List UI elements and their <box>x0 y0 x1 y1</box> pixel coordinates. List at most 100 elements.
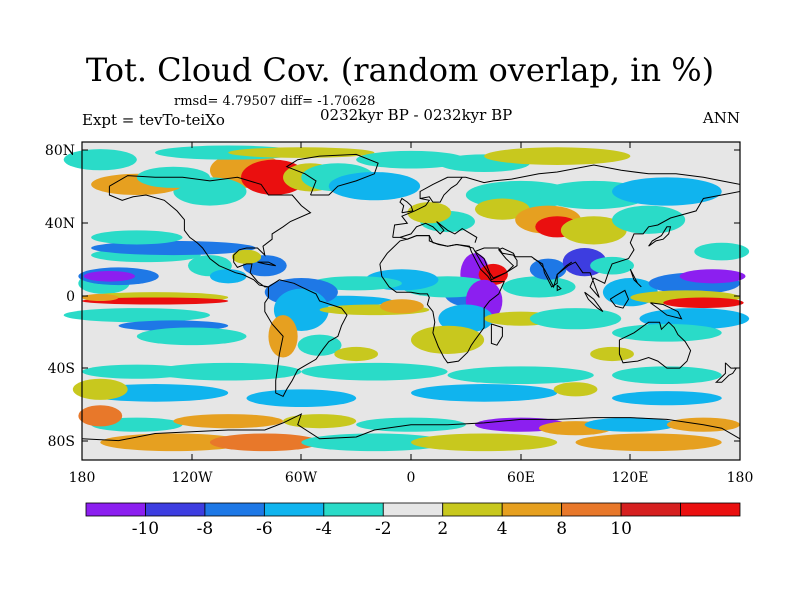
anomaly-patch <box>231 249 262 264</box>
anomaly-patch <box>679 269 746 284</box>
colorbar-box <box>620 502 681 517</box>
coastline <box>609 289 630 309</box>
anomaly-patch <box>246 389 357 407</box>
coastline <box>714 362 738 383</box>
colorbar-box <box>145 502 206 517</box>
colorbar-label: 10 <box>610 519 632 539</box>
anomaly-patch <box>100 433 247 452</box>
anomaly-patch <box>447 366 594 385</box>
colorbar-box <box>323 502 384 517</box>
colorbar-label: -2 <box>375 519 392 539</box>
anomaly-patch <box>575 433 722 452</box>
colorbar-label: 2 <box>437 519 448 539</box>
colorbar-labels: -10 -8 -6 -4 -2 2 4 8 10 <box>132 519 632 539</box>
coastline <box>629 268 642 288</box>
anomaly-patch <box>173 414 284 429</box>
anomaly-patch <box>438 304 494 333</box>
lon-tick-label: 0 <box>407 470 416 486</box>
anomaly-patch <box>379 299 424 314</box>
anomaly-patch <box>91 230 183 245</box>
coastline <box>648 226 672 247</box>
lon-tick-label: 180 <box>727 470 754 486</box>
anomaly-patch <box>91 240 256 256</box>
colorbar-box <box>680 502 741 517</box>
lat-axis <box>82 149 740 442</box>
lon-axis <box>81 142 741 460</box>
colorbar-label: 8 <box>556 519 567 539</box>
colorbar-boxes <box>85 502 741 517</box>
colorbar-box <box>442 502 503 517</box>
anomaly-patch <box>590 256 634 275</box>
lon-tick-label: 120E <box>612 470 649 486</box>
colorbar-label: -4 <box>316 519 333 539</box>
anomaly-patch <box>411 384 558 402</box>
anomaly-patch <box>78 405 123 427</box>
anomaly-patch <box>553 382 598 397</box>
coastline <box>420 176 463 203</box>
anomaly-patch <box>297 334 342 356</box>
anomaly-patch <box>209 433 320 452</box>
anomaly-patch <box>694 242 750 261</box>
anomaly-patch <box>612 366 722 385</box>
coastlines <box>81 153 741 442</box>
anomaly-patch <box>136 327 247 346</box>
anomaly-patch <box>612 391 722 406</box>
coastline <box>474 247 518 279</box>
anomaly-patch <box>83 270 136 282</box>
anomaly-patch <box>663 297 744 309</box>
coastline <box>618 321 692 369</box>
lat-tick-label: 40S <box>48 361 75 377</box>
anomaly-patch <box>411 433 558 452</box>
coastline <box>264 279 348 398</box>
coastline <box>108 175 312 288</box>
anomaly-patch <box>334 346 379 362</box>
anomaly-patch <box>63 308 210 323</box>
anomaly-patch <box>155 362 302 381</box>
colorbar-label: -10 <box>132 519 159 539</box>
anomaly-patch <box>484 147 631 165</box>
coastline <box>584 291 604 313</box>
coastline <box>399 197 414 214</box>
anomaly-patch <box>82 293 119 302</box>
anomaly-patch <box>474 198 530 220</box>
anomaly-patch <box>283 414 357 429</box>
anomaly-patch <box>590 346 634 362</box>
anomaly-patch <box>356 150 466 169</box>
lon-tick-label: 180 <box>69 470 96 486</box>
lat-tick-label: 0 <box>66 289 75 305</box>
coastline <box>392 164 741 298</box>
anomaly-patch <box>301 362 448 381</box>
colorbar-box <box>263 502 325 517</box>
anomaly-patch <box>560 216 627 245</box>
map-title: Tot. Cloud Cov. (random overlap, in %) <box>85 51 715 89</box>
coastline <box>257 261 276 267</box>
coastline <box>379 235 505 364</box>
coastline <box>490 323 503 346</box>
anomaly-patch <box>612 177 722 206</box>
coastline <box>650 302 683 320</box>
lat-tick-label: 80N <box>45 143 75 159</box>
experiment-label: Expt = tevTo-teiXo <box>82 111 225 129</box>
stats-label: rmsd= 4.79507 diff= -1.70628 <box>174 94 376 109</box>
lon-tick-label: 60E <box>507 470 535 486</box>
season-label: ANN <box>702 109 740 127</box>
coastline <box>399 221 478 243</box>
anomaly-patch <box>584 417 677 432</box>
lat-tick-label: 40N <box>45 216 75 232</box>
colorbar-label: -6 <box>256 519 273 539</box>
colorbar-box <box>204 502 265 517</box>
colorbar-box <box>561 502 622 517</box>
cloud-anomaly-field <box>63 145 750 452</box>
lon-tick-label: 60W <box>285 470 318 486</box>
coastline <box>81 413 741 442</box>
period-label: 0232kyr BP - 0232kyr BP <box>320 106 513 124</box>
anomaly-patch <box>529 308 622 330</box>
coastline <box>556 284 562 292</box>
anomaly-patch <box>72 378 128 400</box>
colorbar-box <box>85 502 146 517</box>
coastline <box>285 153 379 196</box>
colorbar-label: 4 <box>497 519 508 539</box>
lon-tick-label: 120W <box>171 470 213 486</box>
